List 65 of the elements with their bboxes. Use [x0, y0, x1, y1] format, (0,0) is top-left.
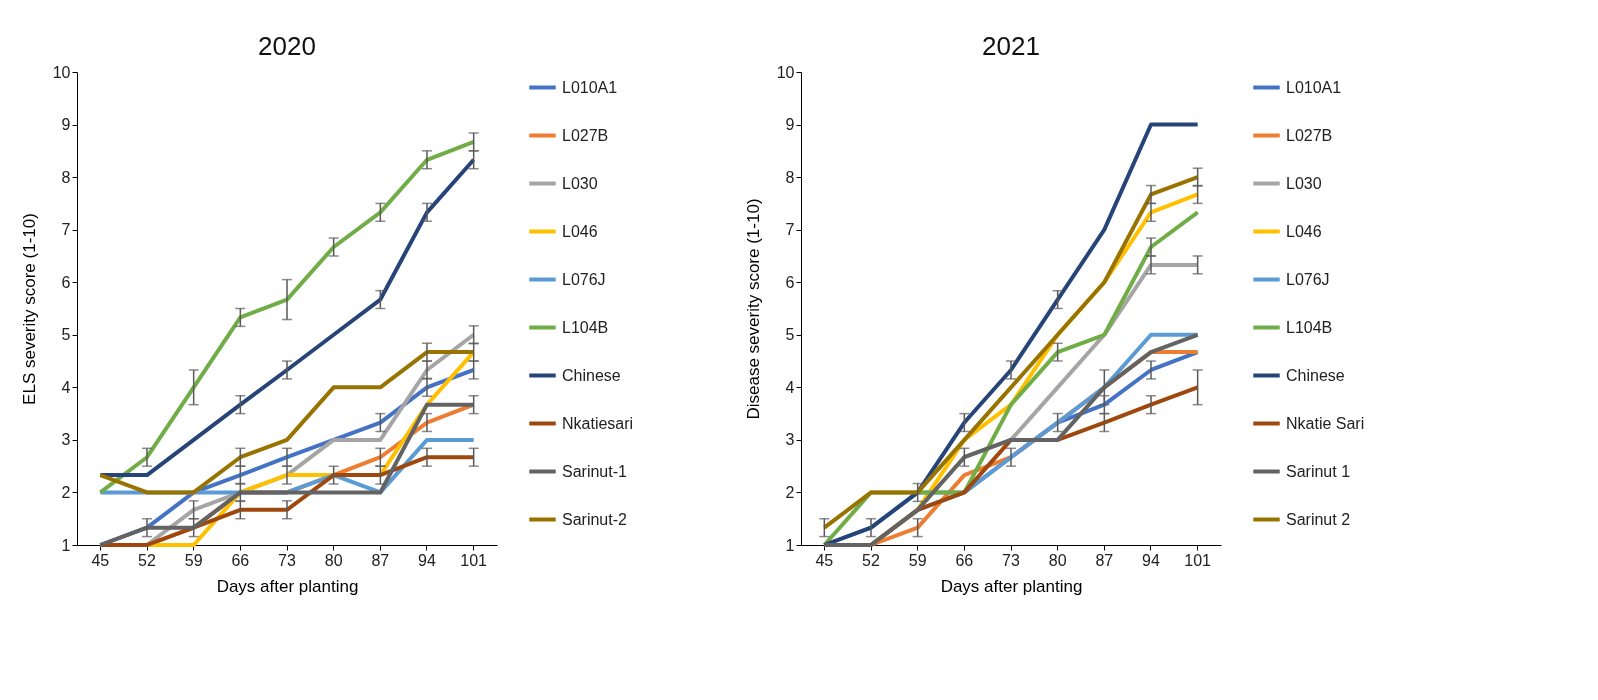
y-tick-label: 4: [61, 378, 71, 396]
x-axis-title: Days after planting: [940, 576, 1083, 596]
y-tick-label: 9: [61, 116, 71, 134]
y-tick-label: 4: [785, 378, 795, 396]
y-tick-label: 6: [61, 273, 71, 291]
legend-label: L076J: [562, 270, 606, 288]
legend-label: L027B: [1286, 126, 1333, 144]
legend-label: L076J: [1286, 270, 1330, 288]
x-tick-label: 80: [1048, 551, 1067, 569]
y-tick-label: 7: [61, 221, 71, 239]
legend-label: L046: [1286, 222, 1322, 240]
x-tick-label: 66: [955, 551, 974, 569]
legend-label: Chinese: [1286, 366, 1345, 384]
y-tick-label: 10: [776, 63, 795, 81]
legend-label: L027B: [562, 126, 609, 144]
y-tick-label: 6: [785, 273, 795, 291]
chart-title: 2020: [258, 31, 316, 61]
legend-label: L030: [1286, 174, 1322, 192]
x-tick-label: 59: [908, 551, 927, 569]
x-tick-label: 73: [1002, 551, 1020, 569]
y-tick-label: 8: [61, 168, 71, 186]
y-tick-label: 8: [785, 168, 795, 186]
y-tick-label: 3: [785, 431, 795, 449]
legend-label: Sarinut-2: [562, 510, 628, 528]
chart-title: 2021: [982, 31, 1040, 61]
legend-label: L030: [562, 174, 598, 192]
x-tick-label: 94: [418, 551, 436, 569]
x-tick-label: 87: [1095, 551, 1114, 569]
legend-label: L104B: [562, 318, 609, 336]
x-tick-label: 73: [278, 551, 296, 569]
line-series: [98, 350, 476, 495]
legend-label: L010A1: [1286, 78, 1342, 96]
x-tick-label: 101: [460, 551, 488, 569]
x-tick-label: 66: [231, 551, 250, 569]
legend-label: L010A1: [562, 78, 618, 96]
x-axis-title: Days after planting: [216, 576, 359, 596]
x-tick-label: 80: [324, 551, 343, 569]
legend-label: Chinese: [562, 366, 621, 384]
x-tick-label: 59: [184, 551, 203, 569]
legend-label: Sarinut-1: [562, 462, 628, 480]
x-tick-label: 52: [138, 551, 156, 569]
legend-label: L046: [562, 222, 598, 240]
legend-label: Sarinut 2: [1286, 510, 1351, 528]
x-tick-label: 87: [371, 551, 390, 569]
x-tick-label: 45: [91, 551, 110, 569]
y-tick-label: 2: [785, 483, 795, 501]
x-tick-label: 52: [862, 551, 880, 569]
y-tick-label: 5: [785, 326, 795, 344]
y-tick-label: 5: [61, 326, 71, 344]
legend-label: L104B: [1286, 318, 1333, 336]
legend-label: Nkatie Sari: [1286, 414, 1365, 432]
x-tick-label: 94: [1142, 551, 1160, 569]
y-tick-label: 3: [61, 431, 71, 449]
x-tick-label: 101: [1184, 551, 1212, 569]
y-tick-label: 2: [61, 483, 71, 501]
y-tick-label: 9: [785, 116, 795, 134]
legend-label: Nkatiesari: [562, 414, 634, 432]
y-axis-title: ELS severity score (1-10): [19, 213, 39, 405]
y-tick-label: 1: [785, 536, 795, 554]
y-tick-label: 1: [61, 536, 71, 554]
y-axis-title: Disease severity score (1-10): [743, 198, 763, 420]
y-tick-label: 7: [785, 221, 795, 239]
legend-label: Sarinut 1: [1286, 462, 1351, 480]
x-tick-label: 45: [815, 551, 834, 569]
y-tick-label: 10: [52, 63, 71, 81]
